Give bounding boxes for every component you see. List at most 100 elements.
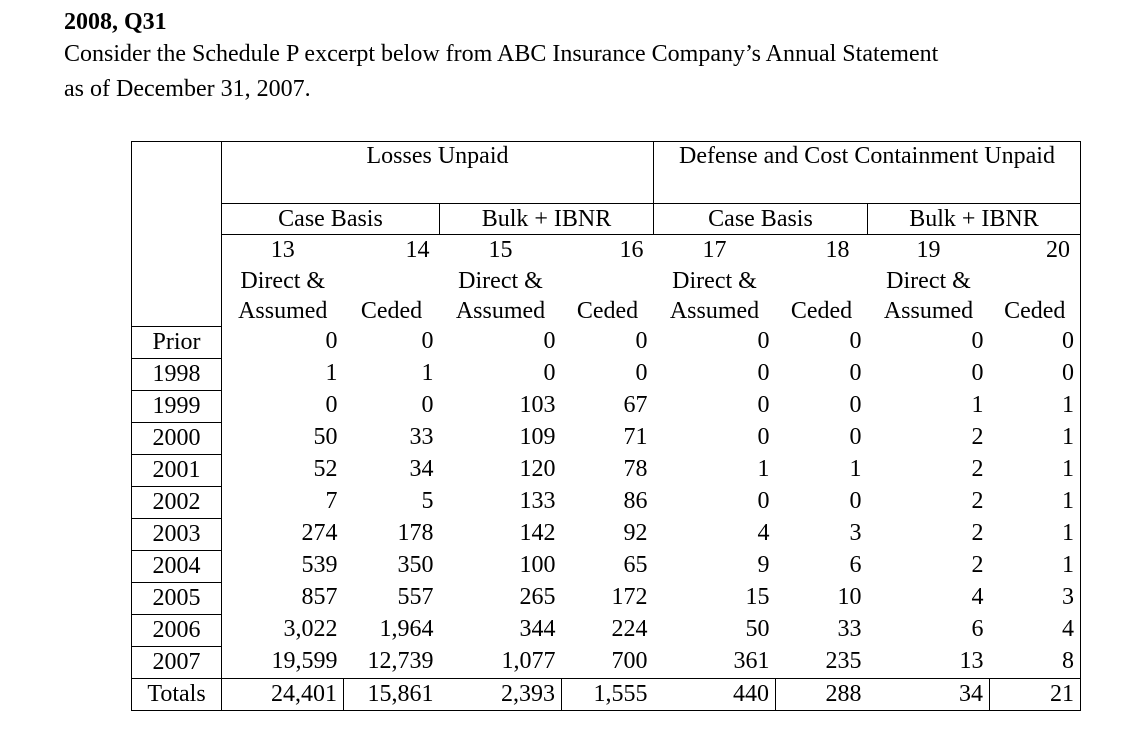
col-19-label-line-2: Assumed — [883, 298, 974, 324]
table-body: Prior 0 0 0 0 0 0 0 0 1998 1 1 0 0 0 0 0 0 1999 0 0 103 67 0 0 1 1… — [131, 325, 1081, 711]
column-number-14: 14 — [405, 237, 430, 263]
table-row: 2001 52 34 120 78 1 1 2 1 — [131, 453, 1081, 487]
value-cell-col-18: 1 — [849, 456, 862, 482]
value-cell-col-18: 6 — [849, 552, 862, 578]
value-cell-col-16: 0 — [635, 360, 648, 386]
col-18-label-line-2: Ceded — [790, 298, 853, 324]
value-cell-col-15: 120 — [519, 456, 556, 482]
value-cell-col-19: 0 — [971, 328, 984, 354]
value-cell-col-19: 4 — [971, 584, 984, 610]
value-cell-col-17: 0 — [757, 360, 770, 386]
value-cell-col-15: 0 — [543, 328, 556, 354]
value-cell-col-18: 0 — [849, 488, 862, 514]
value-cell-col-20: 4 — [989, 614, 1081, 646]
value-cell-col-16: 0 — [635, 328, 648, 354]
col-20-label-line-1 — [989, 266, 1081, 296]
table-row: Prior 0 0 0 0 0 0 0 0 — [131, 325, 1081, 359]
value-cell-col-15: 2,393 — [439, 677, 562, 711]
value-cell-col-13: 19,599 — [221, 646, 344, 678]
value-cell-col-17: 0 — [757, 392, 770, 418]
value-cell-col-18: 33 — [837, 616, 862, 642]
value-cell-col-17: 50 — [745, 616, 770, 642]
value-cell-col-16: 65 — [623, 552, 648, 578]
value-cell-col-13: 857 — [221, 582, 344, 614]
value-cell-col-14: 0 — [421, 392, 434, 418]
subgroup-header-dcc-case-basis: Case Basis — [653, 203, 868, 235]
value-cell-col-16: 700 — [611, 648, 648, 674]
value-cell-col-17: 4 — [757, 520, 770, 546]
value-cell-col-17: 15 — [745, 584, 770, 610]
value-cell-col-14: 350 — [397, 552, 434, 578]
value-cell-col-19: 2 — [971, 552, 984, 578]
value-cell-col-13: 52 — [221, 454, 344, 486]
col-14-label-line-2: Ceded — [360, 298, 423, 324]
accident-year-cell: 2005 — [131, 581, 222, 615]
value-cell-col-15: 0 — [543, 360, 556, 386]
value-cell-col-16: 67 — [623, 392, 648, 418]
value-cell-col-19: 0 — [971, 360, 984, 386]
value-cell-col-17: 440 — [653, 677, 776, 711]
value-cell-col-14: 15,861 — [343, 677, 440, 711]
value-cell-col-20: 0 — [989, 326, 1081, 358]
accident-year-cell: 2007 — [131, 645, 222, 679]
value-cell-col-19: 2 — [971, 488, 984, 514]
accident-year-cell: 2002 — [131, 485, 222, 519]
subgroup-header-loss-case-basis: Case Basis — [221, 203, 440, 235]
accident-year-cell: Prior — [131, 325, 222, 359]
question-intro: Consider the Schedule P excerpt below fr… — [64, 41, 939, 102]
col-15-label-line-2: Assumed — [455, 298, 546, 324]
value-cell-col-16: 1,555 — [561, 677, 654, 711]
value-cell-col-20: 8 — [989, 646, 1081, 678]
table-row: 2006 3,022 1,964 344 224 50 33 6 4 — [131, 613, 1081, 647]
totals-label: Totals — [131, 677, 222, 711]
column-number-19: 19 — [916, 237, 941, 263]
value-cell-col-18: 3 — [849, 520, 862, 546]
value-cell-col-15: 109 — [519, 424, 556, 450]
value-cell-col-20: 21 — [989, 677, 1081, 711]
value-cell-col-19: 2 — [971, 456, 984, 482]
value-cell-col-16: 172 — [611, 584, 648, 610]
value-cell-col-16: 224 — [611, 616, 648, 642]
col-19-label-line-1: Direct & — [886, 268, 971, 294]
schedule-p-table: Losses Unpaid Defense and Cost Containme… — [131, 141, 1081, 711]
col-17-label-line-1: Direct & — [672, 268, 757, 294]
value-cell-col-19: 2 — [971, 424, 984, 450]
value-cell-col-14: 0 — [421, 328, 434, 354]
value-cell-col-19: 6 — [971, 616, 984, 642]
value-cell-col-13: 24,401 — [221, 677, 344, 711]
table-row: 2002 7 5 133 86 0 0 2 1 — [131, 485, 1081, 519]
totals-row: Totals 24,401 15,861 2,393 1,555 440 288 34 21 — [131, 677, 1081, 711]
value-cell-col-13: 1 — [221, 358, 344, 390]
column-label-row-2: Assumed Ceded Assumed Ceded Assumed Cede… — [132, 296, 1081, 326]
value-cell-col-15: 265 — [519, 584, 556, 610]
accident-year-cell: 2000 — [131, 421, 222, 455]
value-cell-col-17: 1 — [757, 456, 770, 482]
value-cell-col-17: 9 — [757, 552, 770, 578]
col-16-label-line-1 — [562, 266, 654, 296]
value-cell-col-14: 34 — [409, 456, 434, 482]
column-number-15: 15 — [488, 237, 513, 263]
value-cell-col-19: 34 — [867, 677, 990, 711]
value-cell-col-18: 10 — [837, 584, 862, 610]
accident-year-cell: 2004 — [131, 549, 222, 583]
value-cell-col-15: 344 — [519, 616, 556, 642]
column-number-17: 17 — [702, 237, 727, 263]
value-cell-col-18: 0 — [849, 360, 862, 386]
value-cell-col-20: 1 — [989, 390, 1081, 422]
subgroup-header-loss-bulk-ibnr: Bulk + IBNR — [439, 203, 654, 235]
value-cell-col-13: 7 — [221, 486, 344, 518]
value-cell-col-20: 3 — [989, 582, 1081, 614]
value-cell-col-13: 0 — [221, 390, 344, 422]
value-cell-col-20: 1 — [989, 486, 1081, 518]
value-cell-col-17: 361 — [733, 648, 770, 674]
value-cell-col-13: 274 — [221, 518, 344, 550]
table-row: 2000 50 33 109 71 0 0 2 1 — [131, 421, 1081, 455]
col-14-label-line-1 — [344, 266, 440, 296]
col-16-label-line-2: Ceded — [576, 298, 639, 324]
col-20-label-line-2: Ceded — [989, 296, 1081, 326]
group-header-defense-cost-containment: Defense and Cost Containment Unpaid — [653, 141, 1081, 204]
value-cell-col-18: 0 — [849, 328, 862, 354]
value-cell-col-19: 2 — [971, 520, 984, 546]
accident-year-cell: 2006 — [131, 613, 222, 647]
value-cell-col-13: 539 — [221, 550, 344, 582]
